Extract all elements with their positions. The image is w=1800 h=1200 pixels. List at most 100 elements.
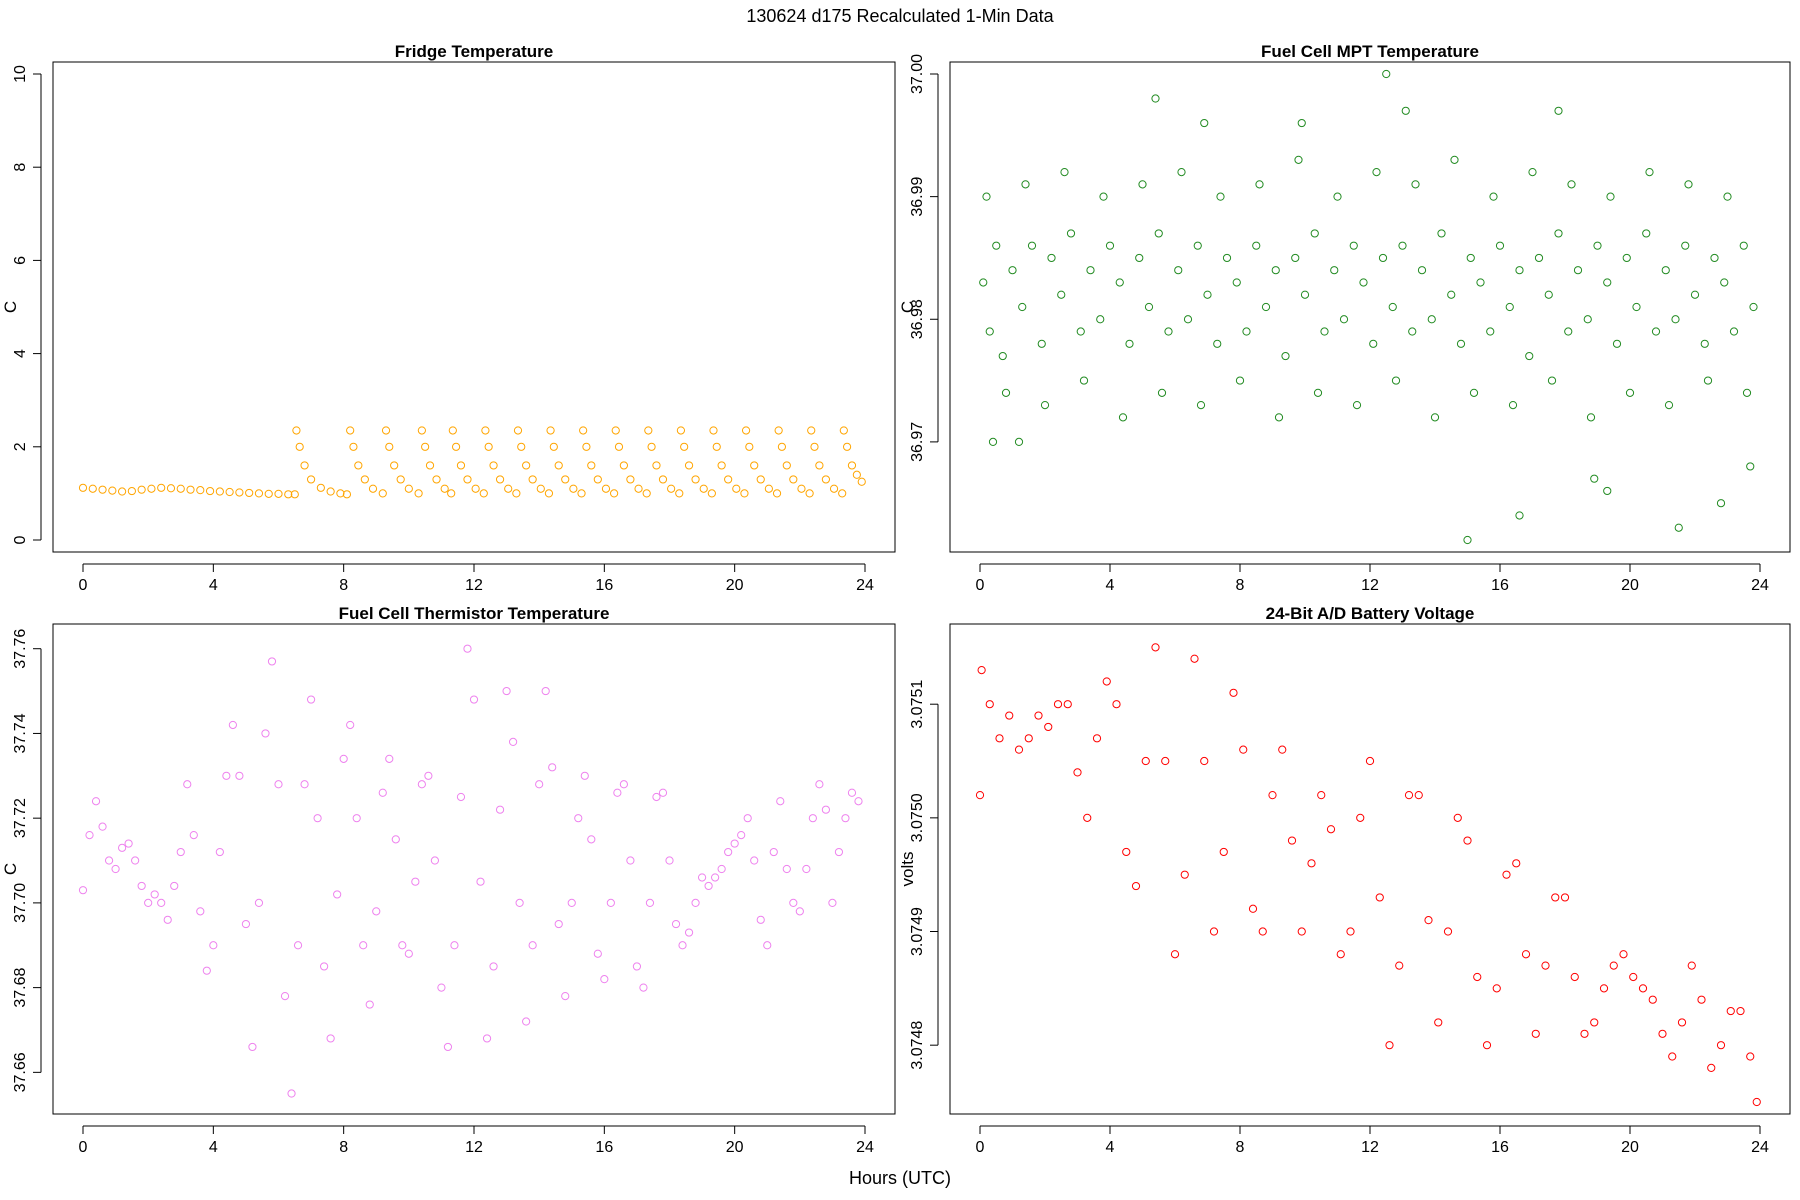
x-tick-label: 24: [1751, 1139, 1769, 1156]
data-point: [448, 426, 457, 435]
data-point: [977, 665, 986, 675]
data-point: [396, 475, 405, 484]
data-point: [137, 881, 146, 891]
data-point: [254, 489, 264, 498]
data-point: [1365, 756, 1375, 766]
data-point: [1554, 106, 1563, 115]
data-point: [699, 484, 708, 493]
data-point: [1099, 192, 1108, 201]
data-point: [717, 864, 726, 874]
data-point: [254, 898, 264, 907]
data-point: [1671, 315, 1680, 324]
data-point: [658, 475, 668, 484]
panel-title: Fuel Cell MPT Temperature: [1261, 42, 1479, 61]
data-point: [1612, 339, 1622, 348]
data-point: [756, 475, 765, 484]
data-point: [326, 487, 335, 496]
data-point: [1313, 388, 1323, 397]
data-point: [495, 475, 505, 484]
data-point: [678, 941, 687, 950]
data-point: [1235, 376, 1245, 385]
data-point: [1736, 1006, 1745, 1016]
data-point: [1170, 950, 1180, 959]
data-point: [1330, 266, 1339, 275]
data-point: [684, 928, 694, 937]
panel-title: Fuel Cell Thermistor Temperature: [339, 604, 610, 623]
data-point: [1466, 253, 1475, 263]
data-point: [1086, 266, 1095, 275]
data-point: [1219, 847, 1228, 857]
y-tick-label: 6: [12, 256, 29, 265]
data-point: [1027, 241, 1037, 250]
data-point: [808, 814, 817, 823]
data-point: [1661, 266, 1670, 275]
data-point: [1749, 302, 1758, 312]
data-point: [104, 856, 114, 865]
data-point: [1521, 950, 1531, 959]
data-point: [1144, 302, 1154, 312]
data-point: [1619, 950, 1628, 959]
data-point: [1606, 192, 1615, 201]
data-point: [789, 475, 798, 484]
data-point: [1281, 351, 1290, 361]
data-point: [118, 843, 127, 852]
data-point: [852, 470, 861, 479]
data-point: [451, 442, 461, 451]
x-tick-label: 4: [209, 577, 218, 594]
y-tick-label: 37.72: [12, 798, 29, 838]
data-point: [528, 941, 537, 950]
x-tick-label: 0: [79, 1139, 88, 1156]
plot-frame: [52, 623, 896, 1115]
x-tick-label: 20: [726, 577, 744, 594]
data-point: [1658, 1029, 1667, 1038]
data-point: [1570, 972, 1579, 982]
data-point: [1131, 881, 1141, 891]
data-point: [476, 877, 485, 886]
data-point: [1482, 1041, 1492, 1050]
data-point: [697, 873, 707, 882]
data-point: [1434, 1018, 1443, 1027]
data-point: [782, 461, 791, 470]
y-axis-label: C: [1, 301, 20, 313]
data-point: [1018, 302, 1027, 312]
data-point: [789, 898, 798, 907]
data-point: [1677, 1018, 1687, 1027]
data-point: [1726, 1006, 1735, 1016]
data-point: [1369, 339, 1378, 348]
data-point: [772, 489, 782, 498]
data-point: [1590, 1018, 1599, 1027]
data-point: [196, 486, 205, 495]
x-tick-label: 0: [976, 577, 985, 594]
data-point: [1021, 180, 1030, 189]
data-point: [634, 484, 643, 493]
data-point: [235, 488, 244, 497]
data-point: [1541, 961, 1550, 970]
data-point: [1388, 302, 1397, 312]
data-point: [430, 856, 439, 865]
x-tick-label: 24: [1751, 577, 1769, 594]
data-point: [437, 983, 446, 992]
data-point: [447, 489, 456, 498]
data-point: [1073, 768, 1082, 777]
data-point: [425, 461, 435, 470]
data-point: [170, 881, 179, 891]
data-point: [522, 461, 531, 470]
data-point: [1625, 388, 1635, 397]
data-point: [1213, 339, 1222, 348]
data-point: [1742, 388, 1752, 397]
y-axis-label: C: [898, 301, 917, 313]
data-point: [1547, 376, 1557, 385]
data-point: [1684, 180, 1693, 189]
data-point: [1248, 904, 1258, 913]
x-tick-label: 8: [1236, 1139, 1245, 1156]
data-point: [1645, 168, 1654, 177]
data-point: [619, 780, 628, 789]
data-point: [1083, 813, 1092, 822]
data-point: [642, 489, 651, 498]
panel-title: Fridge Temperature: [395, 42, 553, 61]
data-point: [1291, 253, 1300, 263]
data-point: [782, 864, 791, 874]
data-point: [1752, 1097, 1761, 1107]
data-point: [1063, 700, 1072, 709]
x-tick-label: 12: [1361, 1139, 1379, 1156]
